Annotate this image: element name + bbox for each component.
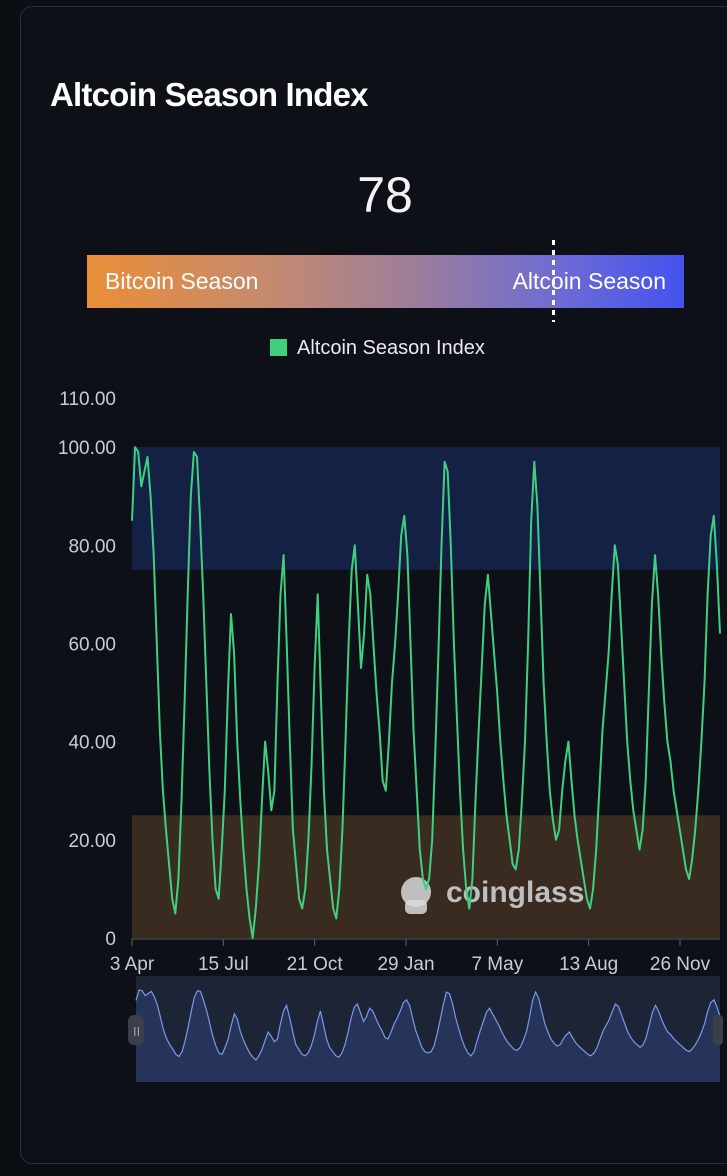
- navigator-area: [136, 990, 720, 1082]
- navigator-line: [135, 989, 721, 1061]
- legend-swatch: [270, 339, 287, 356]
- coinglass-logo-icon: [401, 877, 431, 907]
- legend-label: Altcoin Season Index: [297, 337, 485, 359]
- x-tick-label: 29 Jan: [377, 954, 434, 975]
- band-altcoin-season: [132, 447, 720, 570]
- series-line-altcoin-season-index[interactable]: [131, 446, 721, 939]
- x-tick-label: 3 Apr: [110, 954, 155, 975]
- y-axis-ticks: 110.00 100.00 80.00 60.00 40.00 20.00 0: [58, 389, 116, 950]
- navigator-right-handle[interactable]: [713, 1015, 723, 1045]
- navigator-left-handle[interactable]: [128, 1015, 144, 1045]
- x-tick-label: 7 May: [471, 954, 523, 975]
- y-tick-label: 80.00: [68, 536, 116, 557]
- altcoin-season-label: Altcoin Season: [512, 268, 666, 294]
- x-tick-label: 13 Aug: [559, 954, 618, 975]
- y-tick-label: 110.00: [59, 389, 116, 410]
- chart-title: Altcoin Season Index: [50, 76, 369, 113]
- y-tick-label: 0: [105, 929, 116, 950]
- x-tick-label: 26 Nov: [650, 954, 711, 975]
- bitcoin-season-label: Bitcoin Season: [105, 268, 259, 294]
- y-tick-label: 40.00: [68, 733, 116, 754]
- x-axis-ticks: 3 Apr 15 Jul 21 Oct 29 Jan 7 May 13 Aug 26 Nov: [110, 938, 720, 975]
- current-index-value: 78: [357, 167, 413, 223]
- x-tick-label: 21 Oct: [287, 954, 344, 975]
- navigator-handle-grip-icon: II: [133, 1024, 140, 1039]
- y-tick-label: 100.00: [58, 438, 116, 459]
- navigator[interactable]: II: [128, 976, 723, 1082]
- coinglass-logo-body: [405, 900, 427, 914]
- x-tick-label: 15 Jul: [198, 954, 249, 975]
- gauge-indicator-marker: [552, 240, 555, 322]
- band-bitcoin-season: [132, 815, 720, 938]
- zone-bands: [132, 447, 720, 938]
- season-gauge: Bitcoin Season Altcoin Season: [87, 255, 684, 308]
- chart-legend[interactable]: Altcoin Season Index: [270, 337, 485, 360]
- y-tick-label: 20.00: [68, 831, 116, 852]
- chart-card: [20, 6, 727, 1164]
- y-tick-label: 60.00: [68, 634, 116, 655]
